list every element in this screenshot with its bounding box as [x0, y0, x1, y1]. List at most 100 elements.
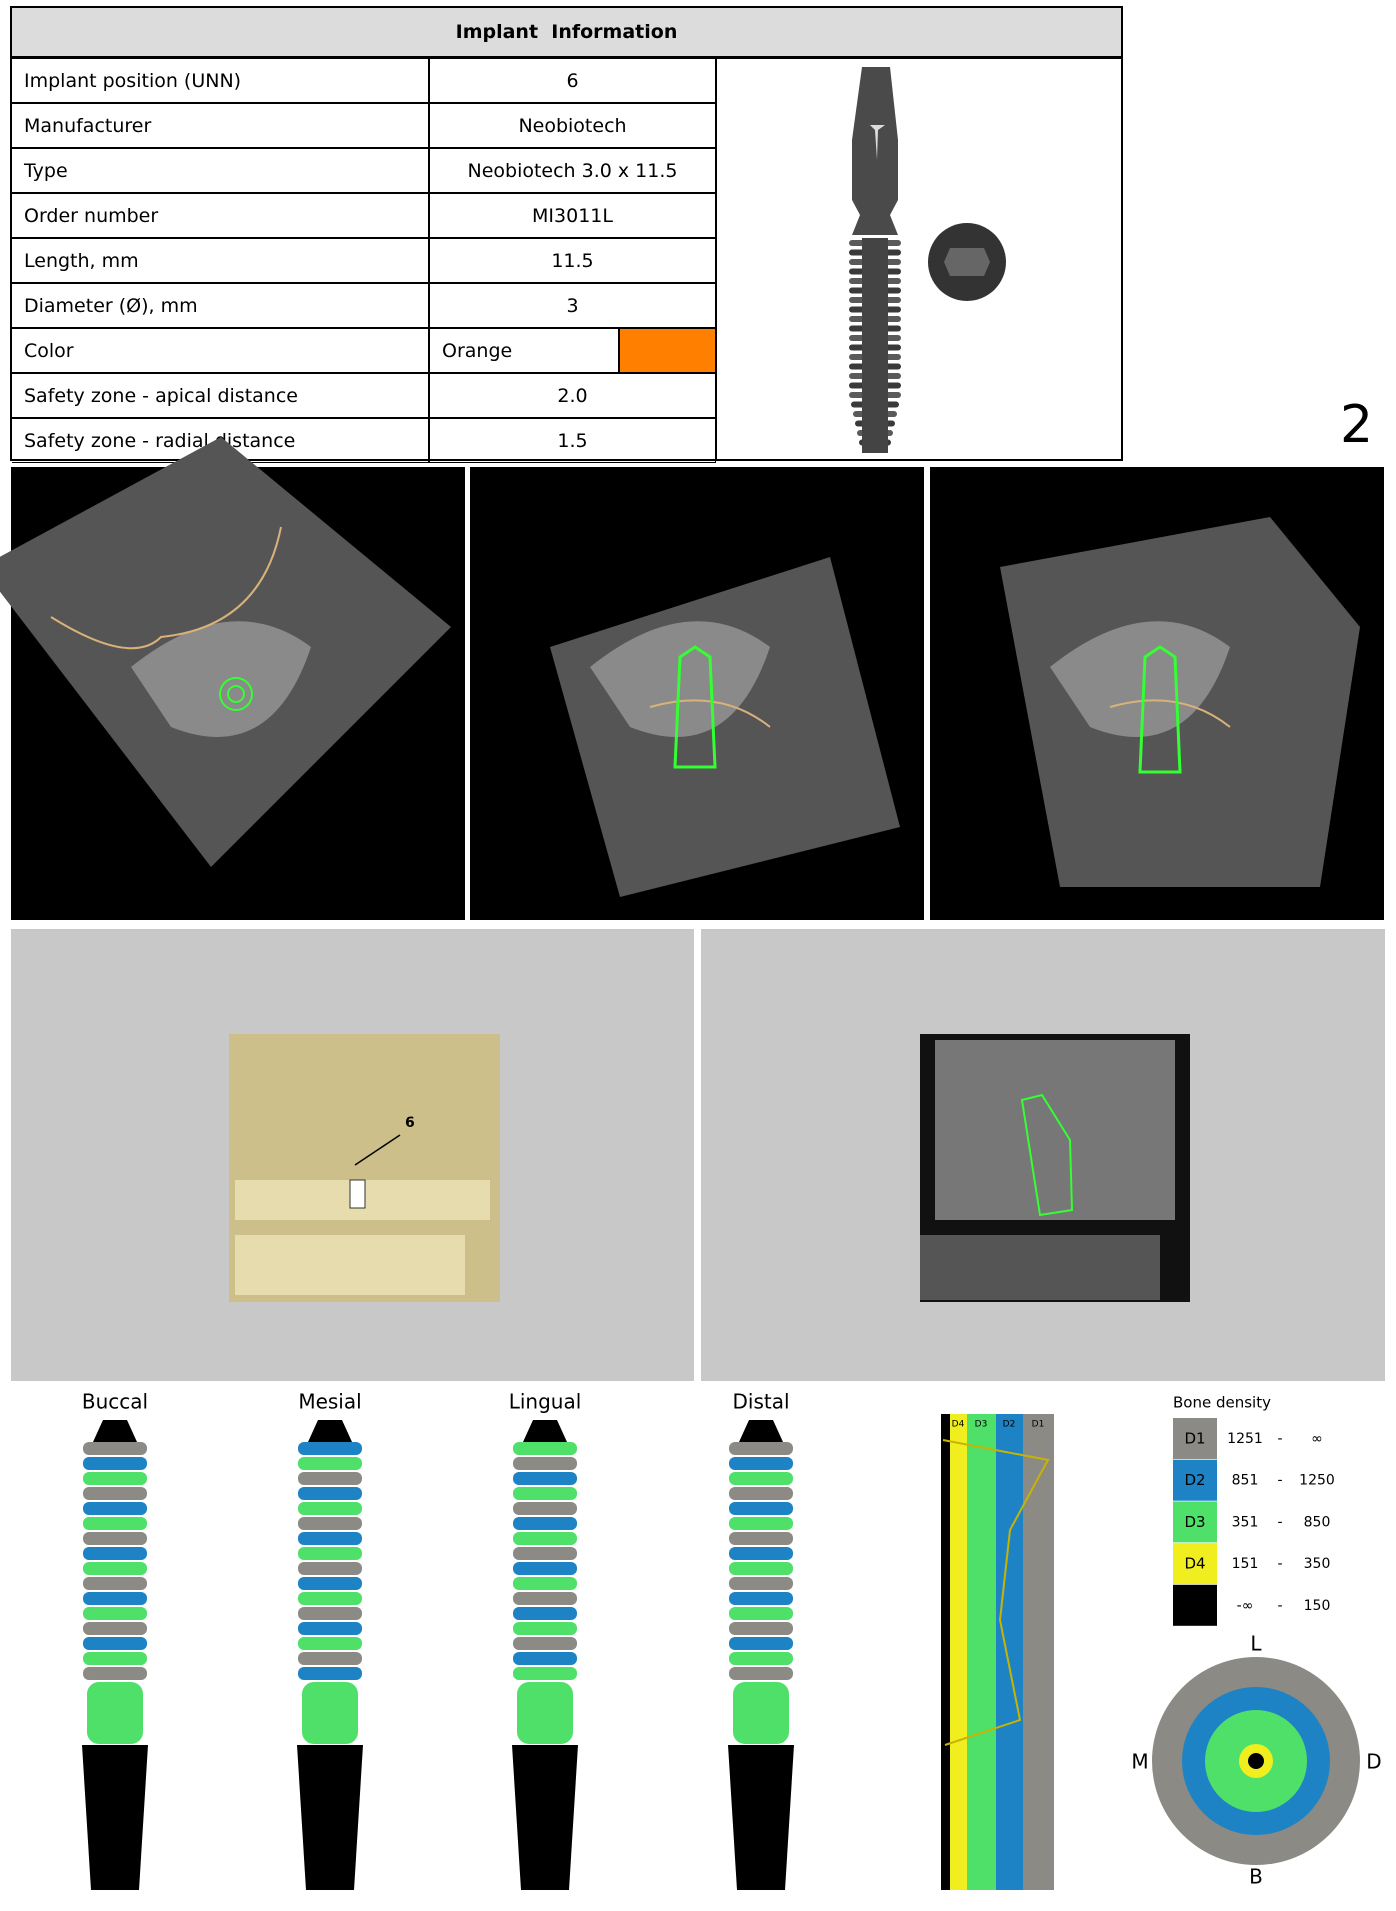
implant-thread [729, 1517, 793, 1530]
implant-thread [729, 1652, 793, 1665]
legend-to: 1250 [1299, 1473, 1335, 1489]
legend-to: ∞ [1311, 1431, 1323, 1447]
implant-thread [513, 1652, 577, 1665]
row-label: Length, mm [12, 238, 429, 283]
implant-thread [729, 1577, 793, 1590]
density-profile [942, 1439, 1050, 1746]
implant-thread [298, 1577, 362, 1590]
xray-teeth [920, 1235, 1160, 1300]
implant-thread [298, 1562, 362, 1575]
implant-image-cell [716, 58, 1121, 459]
page-number: 2 [1340, 395, 1374, 455]
implant-collar [733, 1682, 789, 1744]
implant-thread [298, 1517, 362, 1530]
abutment [852, 67, 898, 235]
legend-swatch [1173, 1543, 1217, 1585]
hex [944, 248, 990, 276]
row-label: Color [12, 328, 429, 373]
implant-thread [729, 1547, 793, 1560]
implant-thread [729, 1607, 793, 1620]
row-label: Safety zone - apical distance [12, 373, 429, 418]
view-title: Lingual [509, 1390, 582, 1414]
row-label: Manufacturer [12, 103, 429, 148]
legend-class: D4 [1184, 1555, 1205, 1573]
row-value: Neobiotech 3.0 x 11.5 [429, 148, 716, 193]
implant-thread [298, 1457, 362, 1470]
table-header: Implant Information [12, 8, 1121, 58]
legend-class: D1 [1184, 1430, 1205, 1448]
xray-bone [935, 1040, 1175, 1220]
implant-thread [729, 1592, 793, 1605]
implant-thread [513, 1547, 577, 1560]
implant-thread [83, 1607, 147, 1620]
legend-swatch [1173, 1501, 1217, 1543]
row-value: 11.5 [429, 238, 716, 283]
implant-thread [83, 1487, 147, 1500]
nerve-curve [1109, 699, 1231, 728]
legend-from: 851 [1232, 1473, 1259, 1489]
implant-thread [729, 1622, 793, 1635]
implant-thread [83, 1457, 147, 1470]
legend-class: D2 [1184, 1471, 1205, 1489]
implant-thread [83, 1517, 147, 1530]
implant-outline [219, 677, 253, 711]
row-value: Neobiotech [429, 103, 716, 148]
row-value: 1.5 [429, 418, 716, 463]
implant-thread [83, 1472, 147, 1485]
implant-thread [513, 1517, 577, 1530]
implant-thread [298, 1547, 362, 1560]
implant-thread [729, 1667, 793, 1680]
implant-thread [513, 1442, 577, 1455]
row-value: 3 [429, 283, 716, 328]
legend-separator: - [1277, 1514, 1282, 1530]
legend-title: Bone density [1173, 1394, 1271, 1412]
implant-thread [729, 1457, 793, 1470]
legend-from: 151 [1232, 1556, 1259, 1572]
implant-thread [513, 1532, 577, 1545]
implant-thread [298, 1502, 362, 1515]
row-label: Diameter (Ø), mm [12, 283, 429, 328]
implant-thread [298, 1592, 362, 1605]
nerve-curve [50, 526, 282, 650]
density-label: D1 [1032, 1420, 1045, 1430]
legend-swatch [1173, 1584, 1217, 1626]
row-value: MI3011L [429, 193, 716, 238]
implant-outline [1020, 1093, 1074, 1217]
implant-cap [523, 1420, 567, 1442]
legend-separator: - [1277, 1473, 1282, 1489]
implant-thread [83, 1667, 147, 1680]
implant-collar [302, 1682, 358, 1744]
implant-thread [83, 1442, 147, 1455]
density-band [1023, 1414, 1054, 1890]
legend-from: 1251 [1227, 1431, 1263, 1447]
implant-thread [513, 1622, 577, 1635]
implant-thread [83, 1652, 147, 1665]
implant-thread [513, 1592, 577, 1605]
legend-separator: - [1277, 1431, 1282, 1447]
nerve-curve [649, 699, 771, 728]
teeth [235, 1180, 490, 1295]
ct-bone [131, 621, 311, 737]
implant-thread [298, 1532, 362, 1545]
view-title: Distal [732, 1390, 789, 1414]
implant-thread [729, 1532, 793, 1545]
implant-thread [298, 1442, 362, 1455]
legend-class: D3 [1184, 1513, 1205, 1531]
implant-thread [298, 1667, 362, 1680]
implant-collar [517, 1682, 573, 1744]
implant-3d [349, 1179, 366, 1209]
implant-thread [83, 1532, 147, 1545]
orientation-label: M [1131, 1750, 1148, 1774]
implant-thread [513, 1562, 577, 1575]
density-band [950, 1414, 967, 1890]
ct-view [0, 437, 465, 920]
implant-base [512, 1745, 578, 1890]
implant-thread [83, 1562, 147, 1575]
implant-thread [298, 1472, 362, 1485]
implant-base [728, 1745, 794, 1890]
implant-thread [513, 1607, 577, 1620]
legend-separator: - [1277, 1556, 1282, 1572]
implant-cap [739, 1420, 783, 1442]
